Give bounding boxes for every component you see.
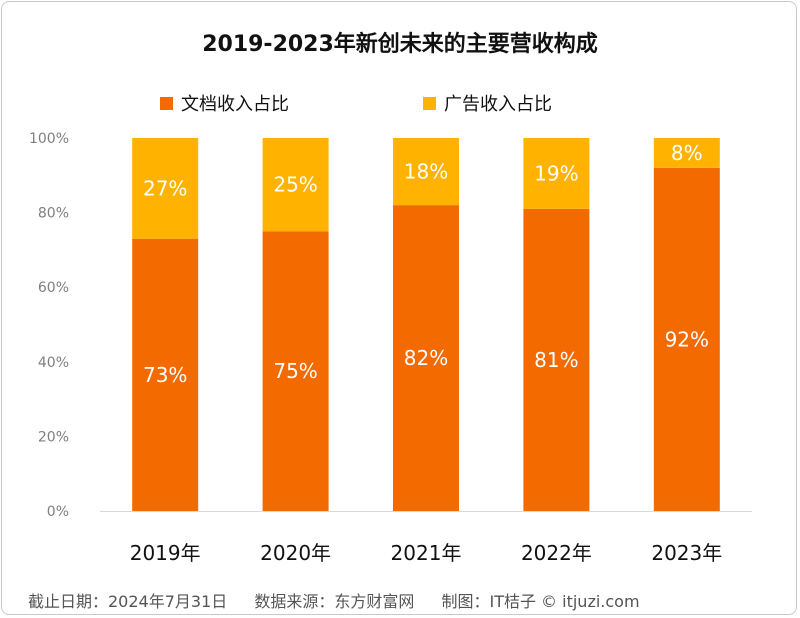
x-tick-label: 2019年 [130,541,201,565]
data-label-ad: 27% [143,176,187,200]
bar-document [653,167,720,511]
footer: 截止日期：2024年7月31日 数据来源：东方财富网 制图：IT桔子 © itj… [28,588,640,612]
bar-document [132,238,199,511]
bar-ad [653,138,720,168]
bar-document [523,208,590,511]
data-label-document: 75% [273,359,317,383]
legend-label-ad: 广告收入占比 [444,94,552,115]
data-label-ad: 8% [671,141,703,165]
x-tick-label: 2022年 [521,541,592,565]
footer-source: 数据来源：东方财富网 [254,592,415,611]
bar-document [262,231,329,511]
y-tick-label: 0% [47,504,69,520]
bar-ad [262,138,329,232]
x-tick-label: 2021年 [391,541,462,565]
data-label-document: 81% [534,348,578,372]
data-label-ad: 18% [404,160,448,184]
data-label-ad: 25% [273,173,317,197]
y-tick-label: 20% [38,429,69,445]
footer-credit: 制图：IT桔子 © itjuzi.com [441,592,640,611]
data-label-document: 82% [404,346,448,370]
x-tick-label: 2020年 [260,541,331,565]
legend-item-ad: 广告收入占比 [423,90,552,116]
legend: 文档收入占比 广告收入占比 [0,90,800,116]
legend-swatch-ad [423,96,436,110]
chart-title: 2019-2023年新创未来的主要营收构成 [202,32,598,57]
data-label-document: 92% [665,327,709,351]
x-tick-label: 2023年 [651,541,722,565]
legend-label-document: 文档收入占比 [181,94,289,115]
y-tick-label: 80% [38,206,69,222]
bar-ad [523,138,590,209]
y-tick-label: 100% [29,131,69,147]
data-label-document: 73% [143,363,187,387]
y-tick-label: 60% [38,280,69,296]
bar-ad [393,138,459,206]
legend-item-document: 文档收入占比 [160,90,289,116]
footer-date: 截止日期：2024年7月31日 [28,592,228,611]
bar-document [393,205,459,511]
y-tick-label: 40% [38,355,69,371]
bar-ad [132,138,199,239]
legend-swatch-document [160,96,173,110]
data-label-ad: 19% [534,161,578,185]
